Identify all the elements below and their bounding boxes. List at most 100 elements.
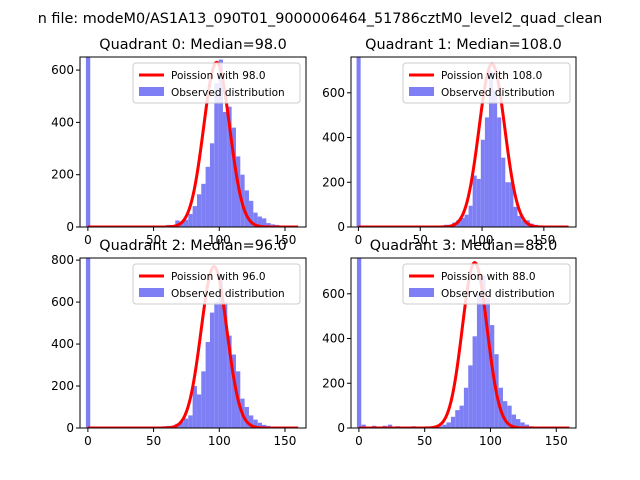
legend: Poission with 108.0 Observed distribution [402, 62, 571, 104]
histogram-bar [257, 422, 262, 428]
legend-fit-label: Poission with 96.0 [171, 271, 266, 283]
legend-fit-label: Poission with 98.0 [171, 70, 266, 82]
x-tick-label: 150 [532, 233, 555, 247]
histogram-bar [516, 419, 521, 428]
histogram-bar [192, 386, 197, 428]
histogram-bar [218, 59, 223, 227]
x-tick-label: 0 [355, 434, 363, 448]
histogram-bar [248, 415, 254, 428]
histogram-bar [266, 223, 271, 227]
histogram-bar [517, 215, 522, 227]
x-tick-label: 50 [146, 233, 161, 247]
y-tick-label: 600 [51, 63, 74, 77]
x-tick-label: 50 [417, 434, 432, 448]
histogram-bar [463, 387, 469, 428]
histogram-bar [361, 424, 366, 428]
histogram-bar [248, 200, 254, 227]
legend-hist-label: Observed distribution [171, 87, 285, 99]
histogram-bar [222, 302, 228, 428]
subplot-quadrant-3: Quadrant 3: Median=88.0 0 50 100 150 0 200 400 6… [322, 238, 577, 448]
histogram-bar [472, 175, 477, 227]
x-tick-label: 50 [413, 233, 428, 247]
legend: Poission with 96.0 Observed distribution [132, 263, 301, 305]
histogram-bar [502, 401, 508, 428]
histogram-bar [480, 139, 485, 227]
histogram-bar [201, 183, 206, 227]
histogram-bar [472, 336, 477, 428]
x-tick-label: 100 [471, 233, 494, 247]
histogram-bar [450, 416, 456, 428]
histogram-bar [446, 422, 451, 428]
y-tick-label: 0 [337, 220, 345, 234]
x-tick-label: 50 [146, 434, 161, 448]
histogram-bar [481, 275, 486, 428]
histogram-bar [513, 206, 518, 227]
subplot-title: Quadrant 3: Median=88.0 [370, 238, 558, 254]
histogram-bar [201, 371, 206, 428]
histogram-bar [476, 293, 482, 428]
x-tick-label: 0 [84, 434, 92, 448]
legend-hist-swatch [139, 87, 164, 96]
histogram-bar [257, 216, 262, 227]
histogram-bar [521, 220, 526, 227]
y-tick-label: 600 [322, 287, 345, 301]
histogram-bar [261, 218, 267, 227]
histogram-bar [196, 394, 202, 428]
histogram-bar [464, 214, 469, 227]
y-tick-label: 200 [51, 379, 74, 393]
histogram-bar [501, 157, 506, 227]
histogram-bar [253, 419, 258, 428]
x-tick-label: 100 [208, 233, 231, 247]
subplot-title: Quadrant 1: Median=108.0 [365, 37, 562, 53]
histogram-bar [205, 341, 210, 428]
histogram-bar [205, 166, 210, 227]
x-tick-label: 0 [84, 233, 92, 247]
histogram-bar [468, 205, 473, 227]
histogram-bar [183, 219, 189, 227]
histogram-bar [356, 57, 361, 227]
x-tick-label: 150 [545, 434, 568, 448]
histogram-bar [85, 258, 91, 428]
histogram-bar [387, 424, 393, 428]
y-tick-label: 400 [51, 337, 74, 351]
histogram-bar [520, 422, 525, 428]
subplot-quadrant-2: Quadrant 2: Median=96.0 0 50 100 150 0 200 400 6… [51, 238, 307, 448]
legend-hist-swatch [139, 288, 164, 297]
histogram-bar [459, 405, 464, 428]
y-tick-label: 200 [322, 376, 345, 390]
histogram-bar [509, 182, 514, 227]
legend-hist-swatch [409, 288, 434, 297]
subplot-quadrant-0: Quadrant 0: Median=98.0 0 50 100 150 0 200 400 6… [51, 37, 307, 247]
y-tick-label: 0 [66, 220, 74, 234]
legend-box [132, 263, 301, 305]
y-tick-label: 0 [66, 421, 74, 435]
y-tick-label: 200 [322, 175, 345, 189]
x-tick-label: 0 [355, 233, 363, 247]
plot-area [85, 258, 299, 428]
axes-frame [350, 257, 577, 429]
histogram-bar [222, 111, 228, 227]
legend-fit-label: Poission with 88.0 [441, 271, 536, 283]
histogram-bar [442, 424, 447, 428]
histogram-bar [179, 421, 184, 428]
histogram-bar [209, 143, 215, 227]
histogram-bar [476, 178, 481, 227]
histogram-bar [214, 302, 219, 428]
histogram-bar [493, 90, 498, 227]
histogram-bar [209, 312, 215, 428]
histogram-bar [231, 354, 236, 428]
legend-box [402, 263, 571, 305]
histogram-bar [244, 190, 249, 227]
legend: Poission with 88.0 Observed distribution [402, 263, 571, 305]
histogram-bar [227, 335, 232, 428]
histogram-bar [253, 212, 258, 227]
histogram-bar [356, 258, 362, 428]
histogram-bar [85, 57, 91, 227]
subplot-title: Quadrant 2: Median=96.0 [99, 238, 287, 254]
plot-area [85, 57, 299, 227]
histogram-bar [455, 410, 460, 428]
histogram-bar [183, 418, 189, 428]
subplot-grid: Quadrant 0: Median=98.0 0 50 100 150 0 200 400 6… [51, 37, 577, 448]
axes-frame [79, 56, 307, 228]
plot-area [356, 258, 570, 428]
